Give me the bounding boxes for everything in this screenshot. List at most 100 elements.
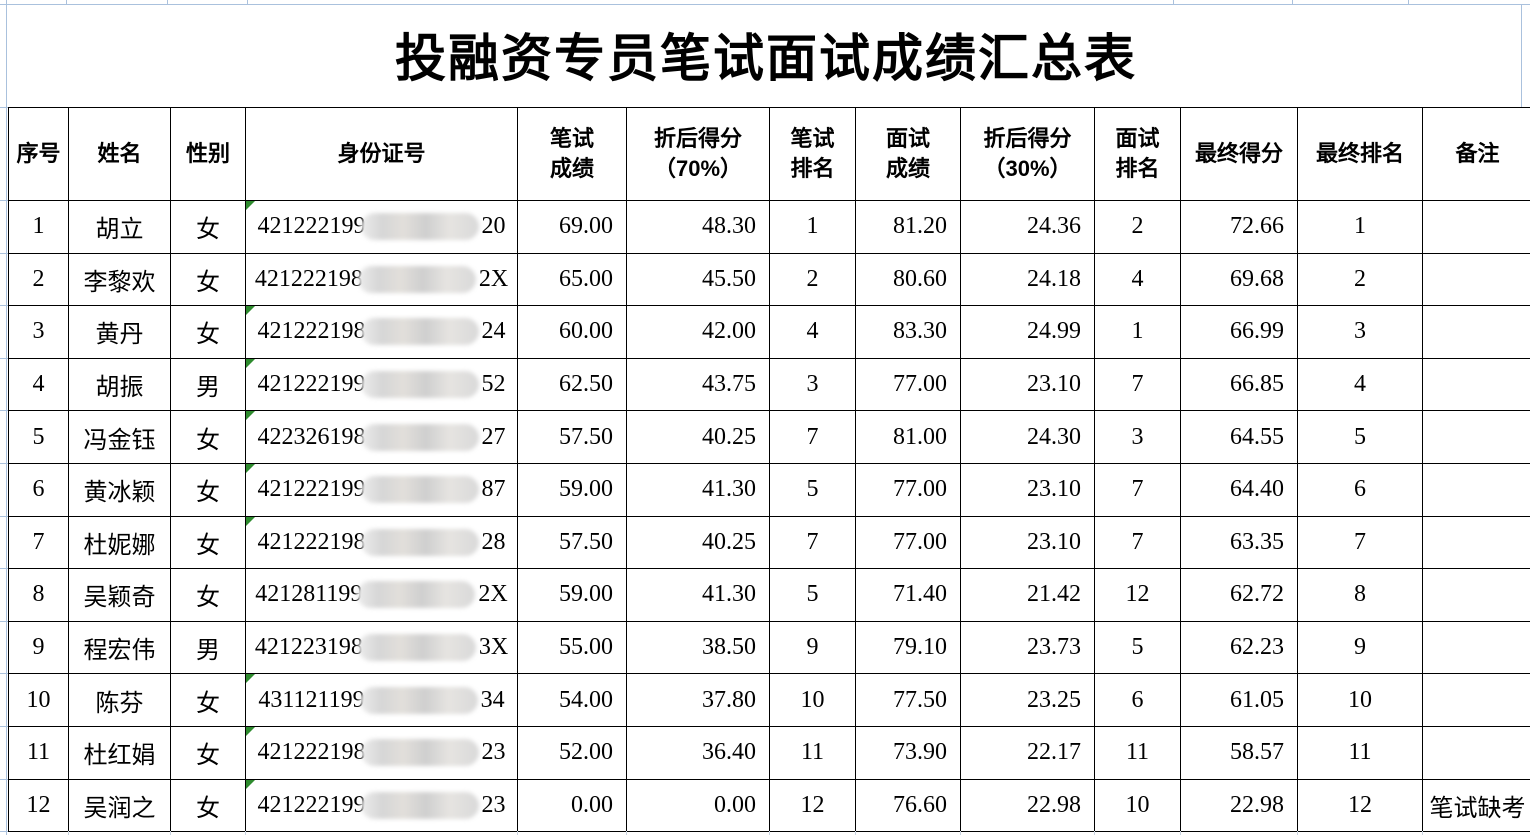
redaction-blur: [360, 213, 479, 241]
table-row: 7 杜妮娜 女 421222198 28 57.50 40.25 7 77.00 …: [8, 515, 1530, 570]
cell-interview-rank: 7: [1094, 515, 1181, 570]
id-suffix: 34: [480, 686, 505, 713]
gridline-top: [0, 4, 1530, 5]
gridline-stub-top: [1173, 0, 1174, 4]
id-prefix: 421223198: [254, 634, 363, 661]
cell-seq: 9: [8, 620, 69, 675]
cell-name: 冯金钰: [68, 410, 171, 464]
cell-interview-score: 81.00: [855, 410, 961, 464]
id-prefix: 421222198: [254, 265, 363, 292]
cell-remark: [1422, 725, 1530, 780]
cell-interview-rank: 10: [1094, 778, 1181, 833]
cell-remark: [1422, 252, 1530, 307]
cell-seq: 6: [8, 462, 69, 517]
cell-id-number: 421222199 52: [245, 357, 518, 412]
id-suffix: 2X: [478, 581, 508, 608]
cell-name: 杜红娟: [68, 725, 171, 780]
redaction-blur: [360, 791, 479, 819]
cell-remark: [1422, 200, 1530, 254]
id-suffix: 52: [481, 371, 506, 398]
col-header-name: 姓名: [68, 107, 171, 201]
gridline-stub-top: [1408, 0, 1409, 4]
gridline-stub-bottom: [769, 831, 770, 835]
gridline-stub-bottom: [626, 831, 627, 835]
cell-written-score: 57.50: [517, 410, 627, 464]
cell-interview-rank: 11: [1094, 725, 1181, 780]
cell-id-number: 421281199 2X: [245, 568, 518, 622]
id-prefix: 421222199: [257, 791, 366, 818]
cell-gender: 女: [170, 252, 246, 307]
table-row: 11 杜红娟 女 421222198 23 52.00 36.40 11 73.9…: [8, 725, 1530, 780]
cell-remark: [1422, 305, 1530, 359]
cell-final-score: 66.99: [1180, 305, 1298, 359]
cell-written-score: 0.00: [517, 778, 627, 833]
cell-final-rank: 5: [1297, 410, 1423, 464]
cell-weighted-30: 24.36: [960, 200, 1095, 254]
id-suffix: 24: [481, 318, 506, 345]
cell-weighted-30: 23.10: [960, 515, 1095, 570]
cell-interview-score: 77.50: [855, 673, 961, 727]
gridline-stub-left: [0, 831, 8, 833]
cell-name: 胡振: [68, 357, 171, 412]
table-row: 9 程宏伟 男 421223198 3X 55.00 38.50 9 79.10 …: [8, 620, 1530, 675]
cell-weighted-70: 41.30: [626, 462, 770, 517]
col-header-id-number: 身份证号: [245, 107, 518, 201]
cell-weighted-70: 48.30: [626, 200, 770, 254]
cell-written-rank: 7: [769, 410, 856, 464]
cell-gender: 男: [170, 357, 246, 412]
table-header: 序号 姓名 性别 身份证号 笔试 成绩 折后得分 （70%） 笔试 排名 面试 …: [8, 107, 1530, 201]
gridline-stub-left: [0, 515, 8, 517]
cell-weighted-30: 21.42: [960, 568, 1095, 622]
page-title: 投融资专员笔试面试成绩汇总表: [394, 32, 1137, 88]
cell-gender: 女: [170, 673, 246, 727]
gridline-stub-bottom: [68, 831, 69, 835]
cell-final-score: 61.05: [1180, 673, 1298, 727]
gridline-stub-left: [0, 463, 8, 464]
table-row: 1 胡立 女 421222199 20 69.00 48.30 1 81.20 2…: [8, 200, 1530, 254]
cell-written-rank: 5: [769, 462, 856, 517]
cell-gender: 女: [170, 568, 246, 622]
table-row: 10 陈芬 女 431121199 34 54.00 37.80 10 77.50…: [8, 673, 1530, 727]
cell-final-rank: 3: [1297, 305, 1423, 359]
cell-written-score: 62.50: [517, 357, 627, 412]
id-suffix: 23: [481, 739, 506, 766]
cell-interview-rank: 1: [1094, 305, 1181, 359]
table-row: 4 胡振 男 421222199 52 62.50 43.75 3 77.00 2…: [8, 357, 1530, 412]
text-number-flag-icon: [246, 674, 255, 684]
cell-weighted-70: 38.50: [626, 620, 770, 675]
cell-interview-score: 81.20: [855, 200, 961, 254]
id-prefix: 421222199: [257, 476, 366, 503]
text-number-flag-icon: [246, 464, 255, 473]
gridline-stub-bottom: [960, 831, 961, 835]
cell-name: 吴颖奇: [68, 568, 171, 622]
cell-final-rank: 6: [1297, 462, 1423, 517]
cell-written-rank: 10: [769, 673, 856, 727]
col-header-written-rank: 笔试 排名: [769, 107, 856, 201]
gridline-stub-bottom: [517, 831, 518, 835]
cell-id-number: 421222198 2X: [245, 252, 518, 307]
cell-written-score: 57.50: [517, 515, 627, 570]
redaction-blur: [360, 318, 479, 346]
cell-interview-rank: 5: [1094, 620, 1181, 675]
redaction-blur: [357, 265, 476, 293]
cell-seq: 12: [8, 778, 69, 833]
cell-gender: 女: [170, 200, 246, 254]
cell-interview-score: 80.60: [855, 252, 961, 307]
cell-seq: 7: [8, 515, 69, 570]
cell-weighted-70: 42.00: [626, 305, 770, 359]
redaction-blur: [357, 634, 476, 662]
text-number-flag-icon: [246, 359, 255, 368]
id-suffix: 2X: [478, 265, 509, 292]
cell-weighted-30: 22.17: [960, 725, 1095, 780]
col-header-interview-rank: 面试 排名: [1094, 107, 1181, 201]
cell-gender: 女: [170, 410, 246, 464]
cell-interview-rank: 4: [1094, 252, 1181, 307]
cell-interview-rank: 3: [1094, 410, 1181, 464]
gridline-stub-left: [0, 410, 8, 412]
cell-written-rank: 2: [769, 252, 856, 307]
cell-written-score: 59.00: [517, 568, 627, 622]
cell-written-rank: 5: [769, 568, 856, 622]
gridline-stub-top: [167, 0, 168, 4]
gridline-stub-left: [0, 252, 8, 254]
cell-final-score: 62.23: [1180, 620, 1298, 675]
